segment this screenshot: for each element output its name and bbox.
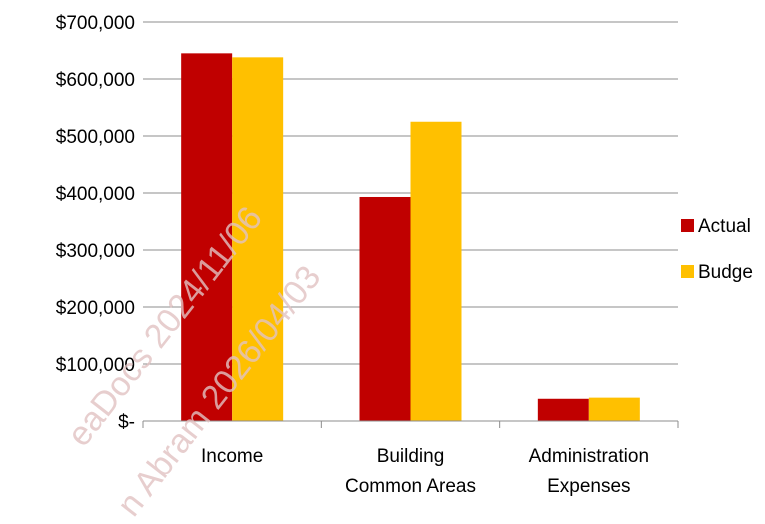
y-tick-label: $700,000 [56, 13, 135, 34]
legend-swatch [681, 265, 694, 278]
bar-actual-0 [181, 53, 233, 421]
x-axis-category-labels: Income Building Common Areas Administration… [201, 446, 649, 497]
bar-budge-0 [232, 57, 284, 422]
y-tick-label: $400,000 [56, 184, 135, 205]
y-tick-label: $300,000 [56, 241, 135, 262]
legend-label: Actual [698, 216, 751, 237]
bar-chart: $- $100,000 $200,000 $300,000 $400,000 $500,0… [56, 13, 753, 497]
legend-label: Budge [698, 262, 753, 283]
bar-budge-2 [588, 397, 640, 421]
legend: Actual Budge [681, 216, 753, 283]
y-tick-label: $600,000 [56, 70, 135, 91]
y-tick-label: $500,000 [56, 127, 135, 148]
x-category-label: Common Areas [345, 476, 476, 497]
x-category-label: Administration [529, 446, 649, 467]
bar-actual-1 [359, 196, 411, 421]
y-tick-label: $100,000 [56, 355, 135, 376]
x-category-label: Building [377, 446, 445, 467]
x-category-label: Income [201, 446, 263, 467]
bars [181, 53, 640, 422]
legend-swatch [681, 219, 694, 232]
x-category-label: Expenses [547, 476, 630, 497]
bar-actual-2 [537, 398, 589, 421]
bar-budge-1 [410, 121, 462, 421]
y-tick-label: $200,000 [56, 298, 135, 319]
y-tick-label: $- [118, 412, 135, 433]
y-axis-tick-labels: $- $100,000 $200,000 $300,000 $400,000 $500,0… [56, 13, 135, 433]
x-axis [142, 420, 679, 428]
